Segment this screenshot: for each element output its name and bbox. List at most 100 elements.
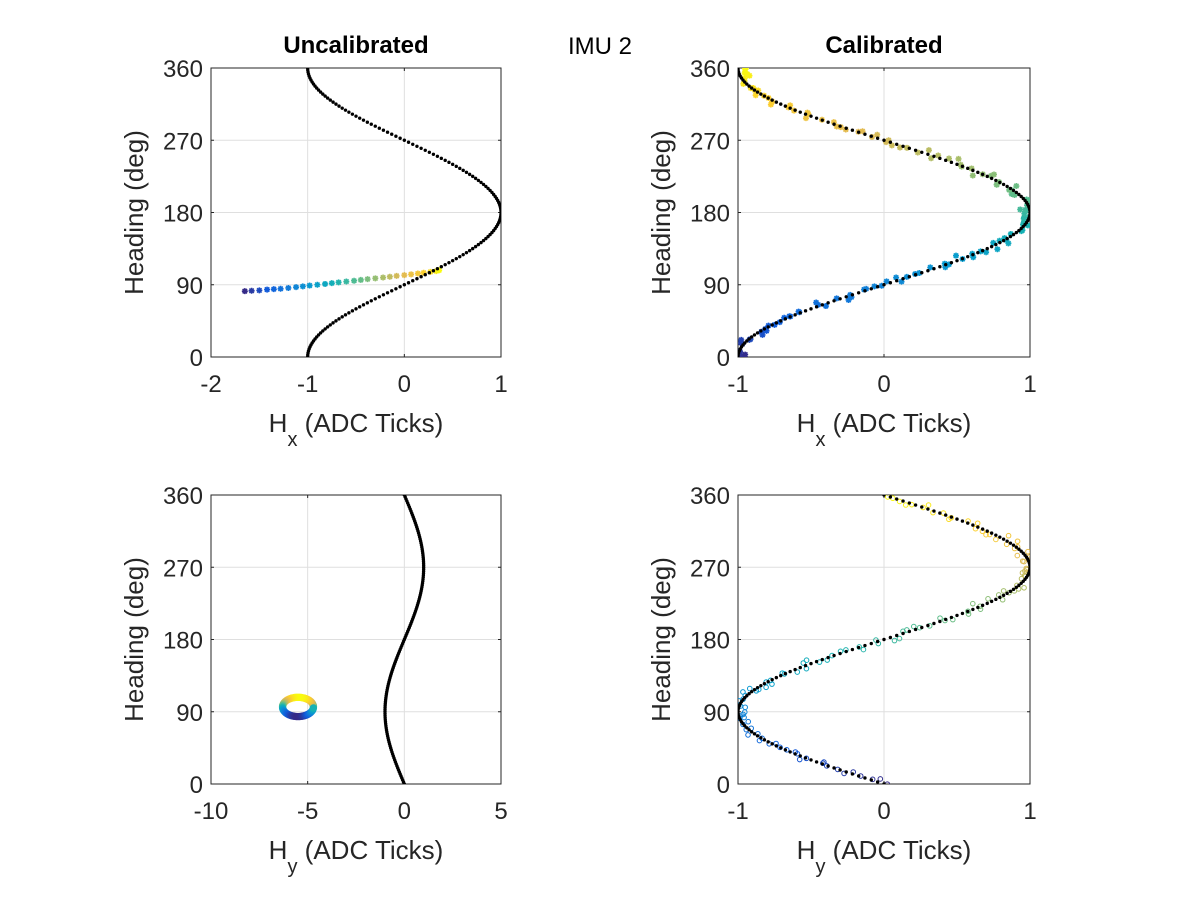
reference-point: [895, 279, 899, 283]
y-tick-label: 180: [163, 628, 203, 655]
reference-point: [343, 313, 348, 317]
reference-point: [989, 531, 994, 535]
measured-point: [741, 70, 748, 77]
reference-point: [814, 659, 819, 664]
reference-point: [381, 128, 386, 132]
reference-point: [901, 277, 905, 281]
reference-point: [427, 271, 432, 275]
reference-point: [354, 114, 358, 118]
measured-point: [1000, 588, 1007, 594]
reference-point: [976, 170, 980, 175]
x-tick-label: 5: [494, 798, 507, 825]
measured-point: [742, 351, 749, 357]
reference-point: [793, 108, 797, 112]
reference-point: [419, 275, 423, 279]
reference-point: [932, 509, 936, 513]
measured-point: [1023, 196, 1030, 203]
x-axis-label: Hx (ADC Ticks): [269, 408, 444, 451]
measured-point: [874, 131, 881, 138]
reference-point: [1017, 192, 1021, 197]
reference-point: [473, 244, 478, 249]
y-tick-label: 90: [703, 273, 730, 300]
measured-point: [763, 684, 769, 691]
measured-point: [893, 274, 900, 281]
reference-point: [331, 100, 335, 104]
reference-point: [998, 240, 1002, 245]
reference-point: [747, 84, 751, 88]
reference-point: [803, 309, 808, 313]
measured-point: [740, 689, 746, 695]
measured-point: [985, 596, 991, 602]
measured-point: [314, 281, 321, 288]
measured-point: [420, 269, 427, 276]
reference-point: [305, 68, 310, 70]
measured-point: [990, 171, 997, 178]
y-tick-label: 0: [190, 345, 203, 372]
measured-point: [888, 142, 895, 149]
x-tick-label: 0: [398, 798, 411, 825]
measured-point: [759, 331, 766, 338]
reference-point: [803, 663, 808, 668]
measured-point: [896, 635, 903, 642]
reference-point: [888, 495, 893, 499]
reference-point: [343, 108, 348, 112]
reference-point: [461, 252, 465, 257]
x-axis-label-subscript: x: [287, 429, 297, 451]
measured-point: [845, 296, 852, 303]
reference-point: [479, 240, 483, 245]
reference-point: [447, 260, 451, 265]
reference-point: [373, 297, 377, 301]
reference-point: [476, 178, 481, 183]
reference-point: [955, 258, 959, 263]
reference-point: [454, 256, 458, 261]
measured-point: [771, 321, 778, 328]
measured-point: [803, 657, 810, 664]
reference-point: [770, 98, 774, 102]
x-tick-label: -5: [297, 798, 318, 825]
reference-point: [458, 254, 462, 259]
measured-point: [977, 606, 984, 612]
reference-point: [838, 651, 842, 656]
reference-point: [1001, 593, 1006, 598]
reference-point: [779, 102, 783, 106]
measured-point: [957, 161, 964, 168]
measured-point: [968, 165, 975, 172]
measured-point: [871, 283, 878, 290]
reference-point: [863, 776, 867, 780]
reference-point: [814, 116, 819, 120]
reference-point: [882, 138, 886, 142]
reference-point: [1019, 194, 1023, 199]
reference-point: [1001, 537, 1006, 541]
measured-point: [999, 596, 1006, 603]
measured-point: [1021, 558, 1027, 565]
measured-point: [386, 273, 393, 280]
reference-point: [747, 691, 751, 696]
reference-point: [373, 124, 377, 128]
reference-point: [932, 266, 936, 271]
measured-point: [1021, 210, 1028, 217]
reference-point: [809, 758, 813, 762]
reference-point: [1008, 186, 1013, 191]
reference-point: [809, 307, 813, 311]
measured-point: [1022, 206, 1029, 213]
measured-point: [785, 104, 792, 111]
measured-point: [408, 271, 415, 278]
measured-point: [977, 248, 984, 255]
measured-point: [987, 172, 994, 179]
reference-point: [803, 112, 808, 116]
reference-point: [980, 172, 985, 177]
measured-point: [983, 531, 989, 538]
measured-point: [969, 600, 976, 607]
reference-point: [863, 289, 867, 293]
measured-point: [1006, 186, 1013, 193]
measured-point: [755, 87, 762, 94]
reference-point: [1014, 190, 1019, 195]
reference-point: [458, 166, 462, 171]
y-tick-label: 360: [163, 483, 203, 510]
measured-point: [433, 268, 440, 275]
y-axis-label: Heading (deg): [646, 130, 676, 295]
reference-point: [454, 164, 458, 169]
reference-point: [989, 599, 994, 604]
reference-point: [949, 615, 954, 620]
